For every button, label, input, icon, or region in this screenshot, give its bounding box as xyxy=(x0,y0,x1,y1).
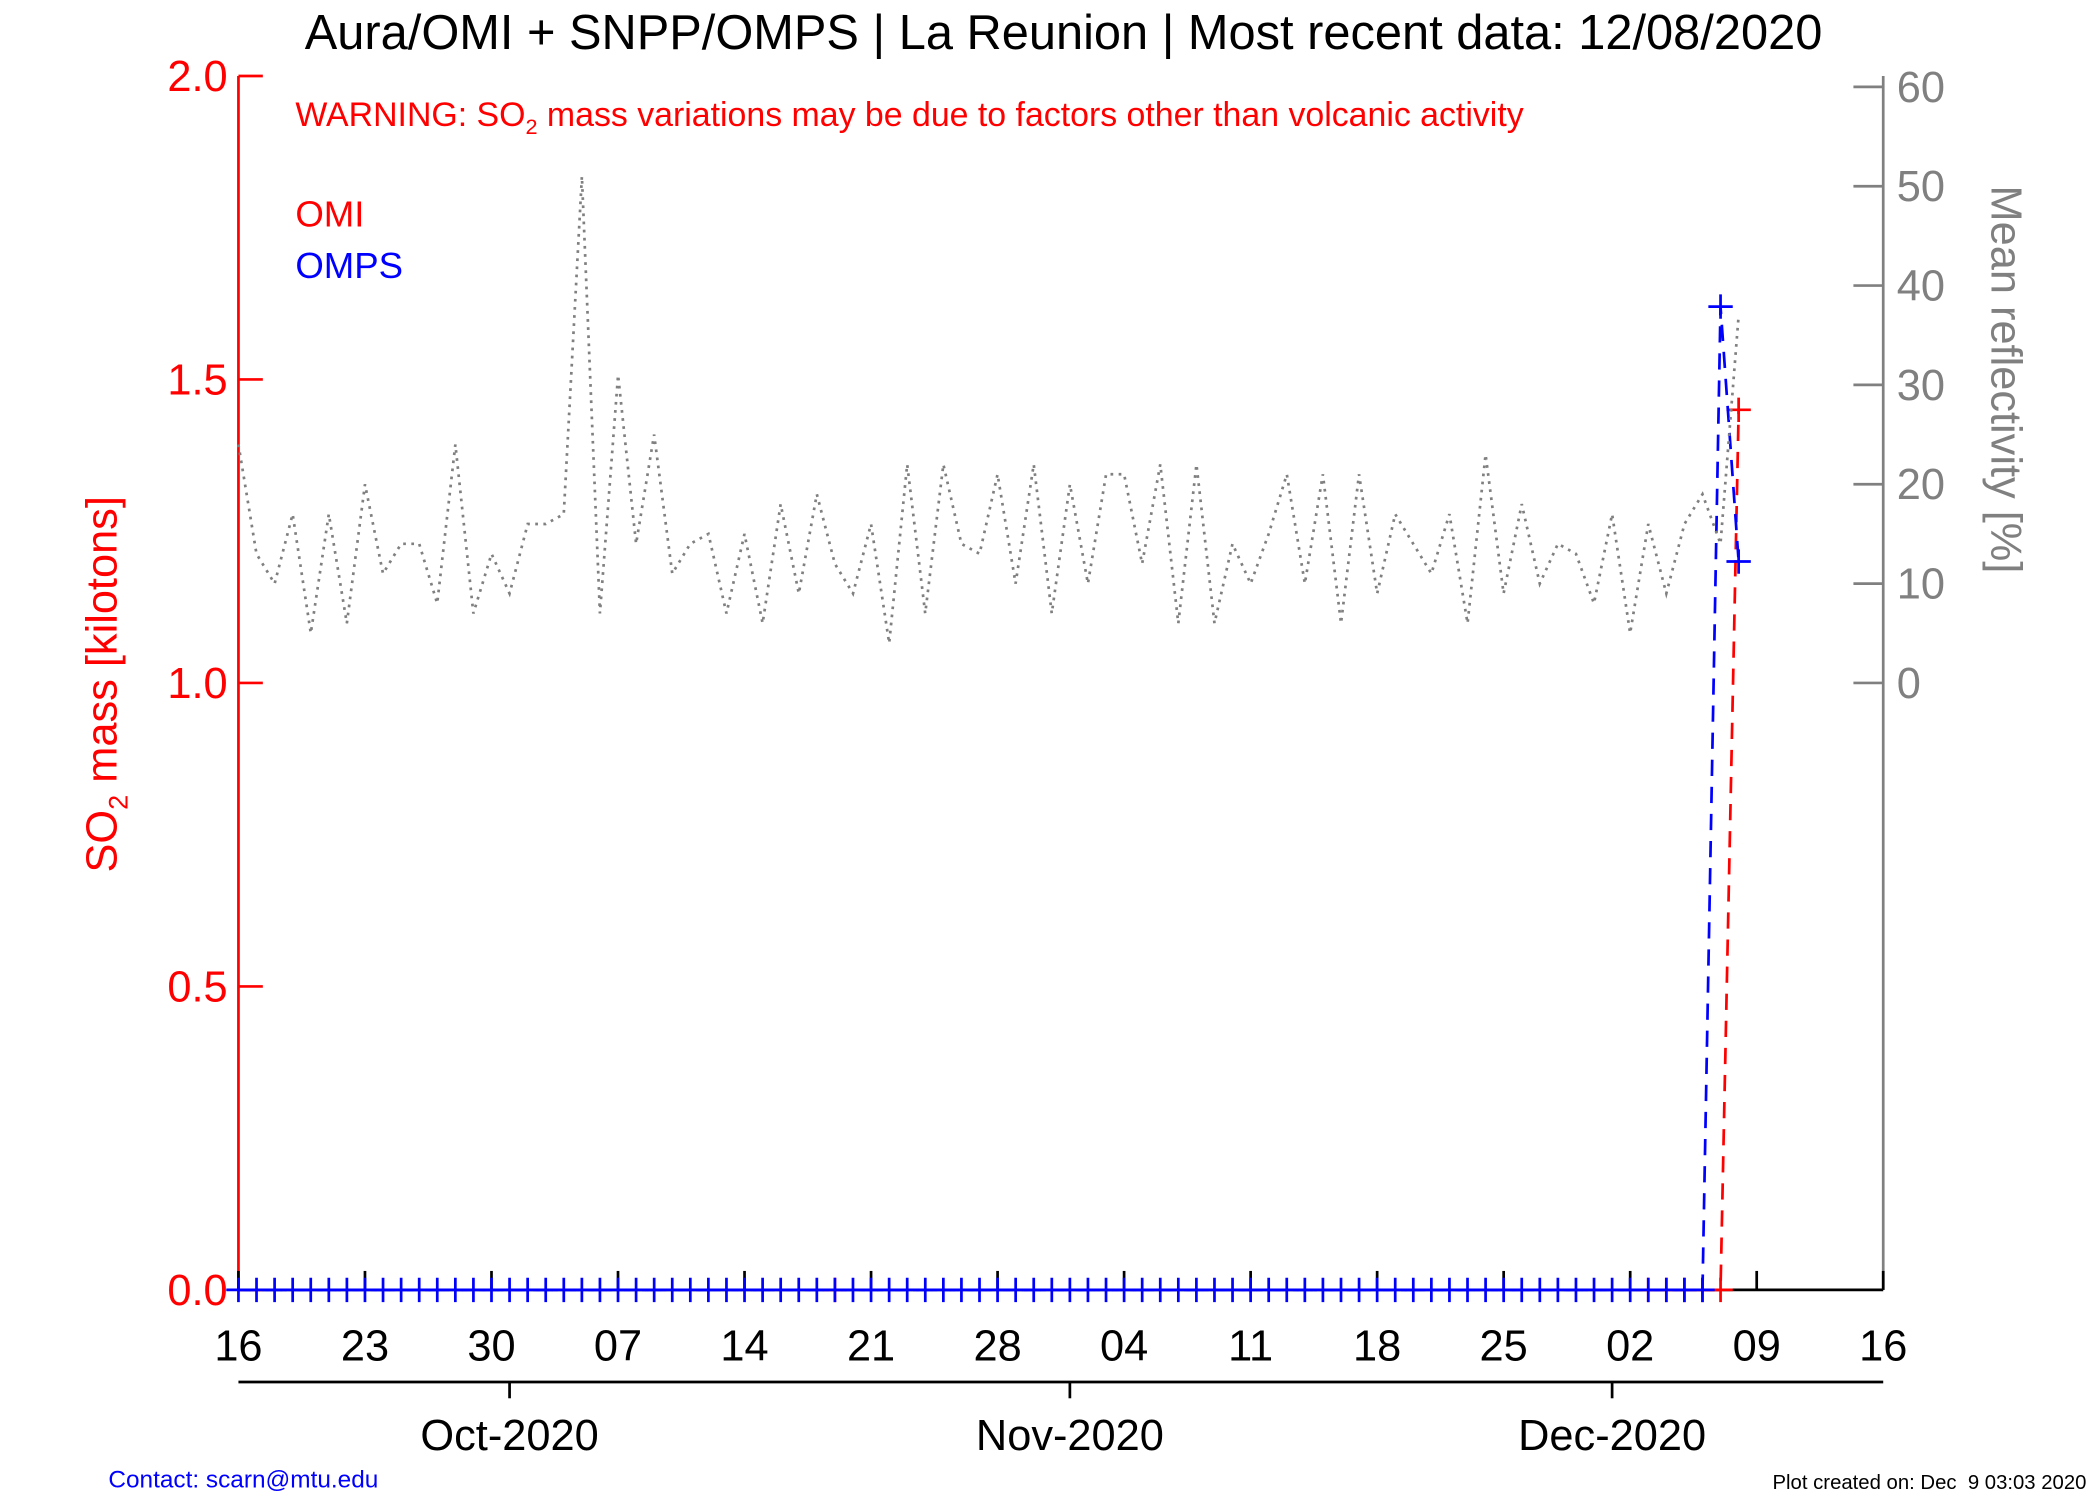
x-tick-label: 09 xyxy=(1733,1322,1781,1370)
y2-tick-label: 0 xyxy=(1897,660,1921,708)
x-tick-label: 25 xyxy=(1480,1322,1528,1370)
y-tick-label: 2.0 xyxy=(167,53,227,101)
month-label: Dec-2020 xyxy=(1518,1412,1706,1460)
x-tick-label: 23 xyxy=(341,1322,389,1370)
x-tick-label: 28 xyxy=(973,1322,1021,1370)
chart-title: Aura/OMI + SNPP/OMPS | La Reunion | Most… xyxy=(305,6,1823,60)
legend-entry: OMI xyxy=(295,193,364,234)
y2-tick-label: 60 xyxy=(1897,64,1945,112)
series-line xyxy=(1648,409,1741,1292)
series-line xyxy=(238,306,1741,1292)
y-label-text: mass [kilotons] xyxy=(79,496,127,795)
created-note: Plot created on: Dec 9 03:03 2020 xyxy=(1773,1472,2087,1494)
warning-text: WARNING: SO xyxy=(295,96,525,134)
x-tick-label: 30 xyxy=(467,1322,515,1370)
y-label-text: SO xyxy=(79,810,127,873)
legend-entry: OMPS xyxy=(295,245,403,286)
month-label: Nov-2020 xyxy=(976,1412,1164,1460)
y-label-subscript: 2 xyxy=(102,795,133,810)
warning: WARNING: SO2 mass variations may be due … xyxy=(295,96,1523,139)
x-tick-label: 21 xyxy=(847,1322,895,1370)
y2-axis-label: Mean reflectivity [%] xyxy=(1982,186,2030,574)
x-tick-label: 16 xyxy=(1859,1322,1907,1370)
y-tick-label: 1.0 xyxy=(167,660,227,708)
warning-text: mass variations may be due to factors ot… xyxy=(538,96,1524,134)
x-tick-label: 11 xyxy=(1228,1322,1273,1370)
y2-tick-label: 10 xyxy=(1897,560,1945,608)
y-tick-label: 0.0 xyxy=(167,1267,227,1315)
warning-subscript: 2 xyxy=(525,114,537,139)
y-tick-label: 1.5 xyxy=(167,356,227,404)
y-axis-label: SO2 mass [kilotons] xyxy=(79,496,134,872)
month-label: Oct-2020 xyxy=(420,1412,598,1460)
x-tick-label: 07 xyxy=(594,1322,642,1370)
x-tick-label: 16 xyxy=(214,1322,262,1370)
y2-tick-label: 40 xyxy=(1897,262,1945,310)
y2-tick-label: 50 xyxy=(1897,163,1945,211)
y-tick-label: 0.5 xyxy=(167,963,227,1011)
x-tick-label: 18 xyxy=(1353,1322,1401,1370)
x-tick-label: 14 xyxy=(720,1322,768,1370)
reflectivity-line xyxy=(237,176,1741,644)
y2-tick-label: 30 xyxy=(1897,362,1945,410)
contact: Contact: scarn@mtu.edu xyxy=(108,1467,378,1494)
x-tick-label: 04 xyxy=(1100,1322,1148,1370)
y2-tick-label: 20 xyxy=(1897,461,1945,509)
series-marker xyxy=(1708,294,1733,319)
x-tick-label: 02 xyxy=(1606,1322,1654,1370)
series-marker xyxy=(1690,1277,1715,1303)
series-marker xyxy=(1726,549,1751,574)
